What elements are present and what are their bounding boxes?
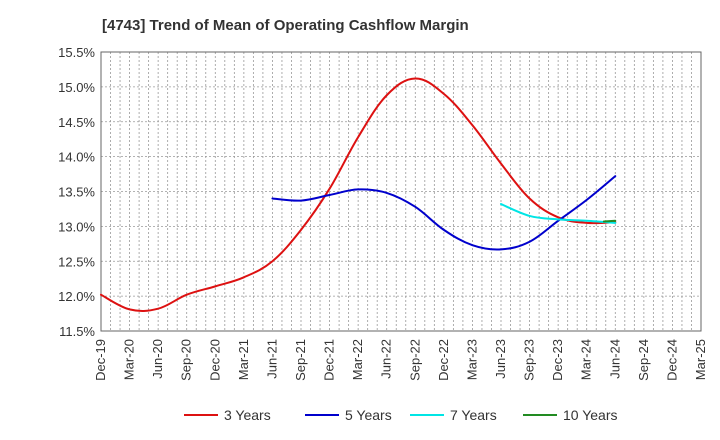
grid-layer bbox=[101, 52, 701, 331]
x-tick-label: Mar-20 bbox=[122, 339, 137, 380]
legend: 3 Years 5 Years 7 Years 10 Years bbox=[184, 407, 618, 423]
x-tick-label: Dec-22 bbox=[436, 339, 451, 381]
y-tick-label: 15.5% bbox=[58, 45, 95, 60]
legend-label-5-years: 5 Years bbox=[345, 407, 392, 423]
x-tick-label: Mar-22 bbox=[350, 339, 365, 380]
x-tick-label: Sep-23 bbox=[522, 339, 537, 381]
x-tick-label: Dec-23 bbox=[550, 339, 565, 381]
x-tick-label: Mar-24 bbox=[579, 339, 594, 380]
x-tick-label: Jun-20 bbox=[150, 339, 165, 379]
y-tick-label: 12.0% bbox=[58, 289, 95, 304]
x-tick-label: Sep-22 bbox=[407, 339, 422, 381]
legend-label-7-years: 7 Years bbox=[450, 407, 497, 423]
x-tick-label: Mar-23 bbox=[464, 339, 479, 380]
y-axis: 11.5% 12.0% 12.5% 13.0% 13.5% 14.0% 14.5% 15.0%… bbox=[58, 45, 95, 339]
series-line-3-years bbox=[100, 77, 617, 312]
y-tick-label: 12.5% bbox=[58, 254, 95, 269]
y-tick-label: 15.0% bbox=[58, 80, 95, 95]
y-tick-label: 13.0% bbox=[58, 219, 95, 234]
legend-label-3-years: 3 Years bbox=[224, 407, 271, 423]
x-tick-label: Jun-21 bbox=[264, 339, 279, 379]
chart-title: [4743] Trend of Mean of Operating Cashfl… bbox=[102, 17, 469, 34]
x-tick-label: Jun-24 bbox=[607, 339, 622, 379]
x-tick-label: Mar-21 bbox=[236, 339, 251, 380]
series-line-7-years bbox=[500, 203, 617, 224]
plot-area bbox=[100, 51, 702, 332]
series-layer bbox=[100, 77, 617, 312]
x-tick-label: Dec-19 bbox=[93, 339, 108, 381]
x-tick-label: Dec-20 bbox=[207, 339, 222, 381]
x-tick-label: Mar-25 bbox=[693, 339, 708, 380]
legend-label-10-years: 10 Years bbox=[563, 407, 618, 423]
x-tick-label: Jun-22 bbox=[379, 339, 394, 379]
series-line-5-years bbox=[271, 175, 617, 251]
y-tick-label: 14.5% bbox=[58, 115, 95, 130]
x-tick-label: Jun-23 bbox=[493, 339, 508, 379]
series-line-10-years bbox=[602, 219, 617, 223]
x-tick-label: Sep-21 bbox=[293, 339, 308, 381]
y-tick-label: 14.0% bbox=[58, 150, 95, 165]
x-tick-label: Sep-24 bbox=[636, 339, 651, 381]
x-tick-label: Sep-20 bbox=[179, 339, 194, 381]
y-tick-label: 13.5% bbox=[58, 185, 95, 200]
x-axis: Dec-19 Mar-20 Jun-20 Sep-20 Dec-20 Mar-21 Jun-… bbox=[93, 339, 708, 381]
x-tick-label: Dec-21 bbox=[322, 339, 337, 381]
x-tick-label: Dec-24 bbox=[664, 339, 679, 381]
y-tick-label: 11.5% bbox=[59, 324, 95, 339]
